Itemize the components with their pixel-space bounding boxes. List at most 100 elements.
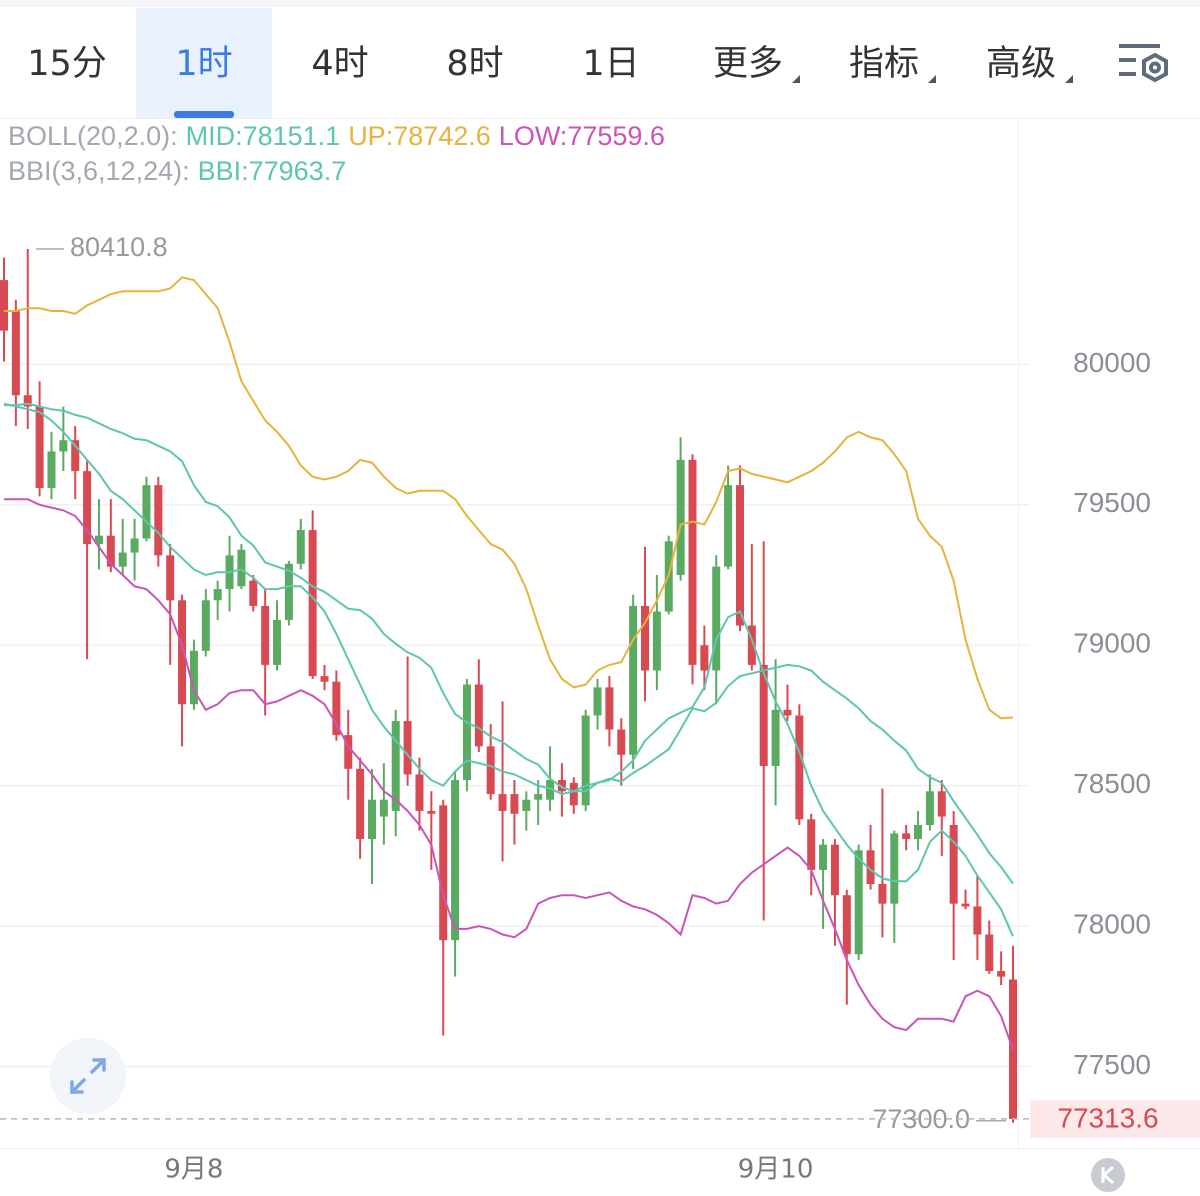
candle-body [451, 780, 460, 941]
dropdown-caret [928, 75, 936, 83]
tab-label: 1时 [175, 44, 232, 84]
tab-active-bg [136, 8, 272, 118]
tab[interactable]: 指标 [849, 44, 936, 84]
expand-arrow [70, 1078, 86, 1094]
candle-body [997, 971, 1006, 977]
candle-body [189, 650, 198, 705]
expand-arrow [90, 1058, 106, 1074]
candle-body [795, 715, 804, 820]
candle-body [759, 664, 768, 767]
indicator-line [4, 276, 1014, 720]
candle-body [237, 549, 246, 587]
candle-body [830, 844, 839, 896]
expand-bg [50, 1038, 126, 1114]
tab[interactable]: 高级 [986, 44, 1073, 84]
candle-body [641, 605, 650, 671]
tab[interactable]: 4时 [311, 44, 368, 84]
tab-label: 1日 [582, 44, 639, 84]
legend-item: UP:78742.6 [348, 121, 491, 151]
candle-body [854, 850, 863, 955]
candle-body [569, 782, 578, 806]
candle-body [367, 799, 376, 840]
tab[interactable]: 8时 [446, 44, 503, 84]
y-tick-label: 78000 [1073, 908, 1151, 939]
candle-body [617, 729, 626, 755]
candle-body [783, 709, 792, 716]
candle-body [902, 833, 911, 840]
candle-body [11, 310, 20, 396]
candle-body [308, 530, 317, 677]
candle-body [747, 625, 756, 665]
candle-body [985, 934, 994, 972]
candle-body [35, 406, 44, 488]
indicator-line [4, 498, 1014, 1051]
icon-gear-hole [1149, 61, 1161, 74]
tab[interactable]: 1时 [136, 8, 272, 118]
candle-body [71, 440, 80, 472]
y-tick-label: 80000 [1073, 347, 1151, 378]
candle-body [284, 563, 293, 620]
candle-body [154, 485, 163, 556]
x-tick-label: 9月8 [164, 1155, 223, 1185]
candle-body [688, 459, 697, 665]
candle-body [118, 552, 127, 567]
candle-body [142, 485, 151, 539]
candle-body [59, 440, 68, 452]
y-tick-label: 79500 [1073, 487, 1151, 518]
candle-body [700, 645, 709, 671]
indicator-line [4, 402, 1014, 885]
candle-body [332, 681, 341, 736]
candle-body [439, 805, 448, 941]
candle-body [261, 605, 270, 665]
candle-body [510, 794, 519, 814]
legend-item: LOW:77559.6 [499, 121, 665, 151]
labels: 77500 78000 78500 79000 79500 80000 9月8 9月10 804… [0, 232, 1200, 1185]
expand-button[interactable] [50, 1038, 126, 1114]
candle-body [213, 589, 222, 601]
tab-label: 8时 [446, 44, 503, 84]
expand-arrow [70, 1080, 84, 1094]
tab-underline [174, 111, 234, 118]
candle-body [83, 471, 92, 545]
candle-body [201, 600, 210, 651]
tab-label: 更多 [713, 44, 783, 84]
tab-label: 15分 [27, 44, 107, 84]
tab[interactable]: 15分 [27, 44, 107, 84]
candle-body [47, 451, 56, 488]
candle-body [0, 280, 8, 331]
tab-label: 高级 [986, 44, 1056, 84]
k-bg [1091, 1158, 1125, 1192]
tab[interactable]: 更多 [713, 44, 800, 84]
candle-body [712, 566, 721, 671]
indicator-line [3, 402, 1014, 937]
candle-body [557, 780, 566, 792]
candle-body [937, 791, 946, 817]
candle-body [486, 746, 495, 795]
x-tick-label: 9月10 [738, 1155, 814, 1185]
candle-body [273, 619, 282, 665]
candle-body [522, 799, 531, 811]
candle-body [605, 687, 614, 730]
y-tick-label: 78500 [1073, 768, 1151, 799]
k-button[interactable] [1091, 1158, 1125, 1192]
top-strip [0, 0, 1200, 7]
candle-body [94, 535, 103, 545]
grid [0, 363, 1030, 1068]
candle-body [961, 903, 970, 907]
settings-icon[interactable] [1119, 44, 1168, 83]
candle-body [925, 791, 934, 825]
candles [0, 248, 1017, 1123]
candle-body [474, 684, 483, 747]
candle-body [498, 794, 507, 811]
candle-body [842, 895, 851, 955]
low-marker-label: 77300.0 [872, 1104, 970, 1134]
candle-body [23, 395, 32, 407]
candle-body [581, 715, 590, 806]
tab[interactable]: 1日 [582, 44, 639, 84]
candle-body [391, 721, 400, 811]
candle-body [949, 824, 958, 904]
legend-prefix: BBI(3,6,12,24): [8, 156, 190, 186]
candle-body [973, 906, 982, 935]
candle-body [724, 485, 733, 567]
candle-body [130, 538, 139, 553]
